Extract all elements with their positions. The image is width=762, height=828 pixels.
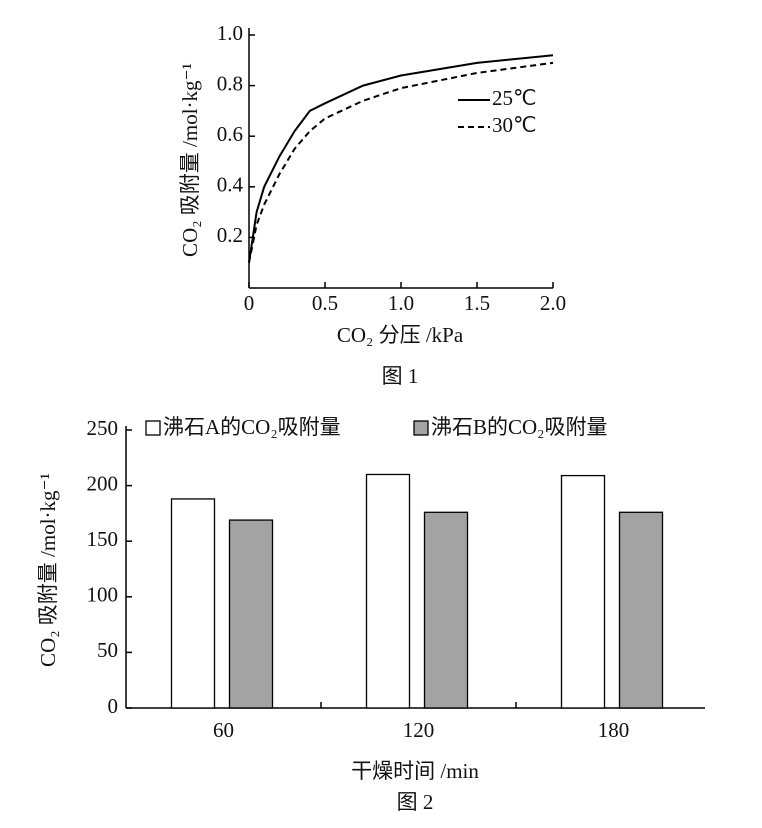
x-tick-label: 1.0 [388,291,414,315]
y-tick-label: 0.8 [217,71,243,95]
legend-label: 沸石A的CO₂吸附量 [163,415,341,439]
legend-label: 30℃ [492,113,537,137]
legend-swatch [145,420,161,436]
y-axis-title: CO₂ 吸附量 /mol·kg⁻¹ [36,473,60,667]
caption: 图 1 [382,364,419,388]
bar [365,473,411,709]
bar [423,511,469,709]
x-tick-label: 180 [598,718,630,742]
line [248,54,554,263]
bar [560,474,606,709]
bar [228,519,274,709]
y-axis-title: CO₂ 吸附量 /mol·kg⁻¹ [178,63,202,257]
y-tick-label: 250 [87,416,119,440]
bar [618,511,664,709]
line [248,61,554,263]
x-axis-title: CO₂ 分压 /kPa [337,323,464,347]
legend-swatch [413,420,429,436]
x-tick-label: 60 [213,718,234,742]
x-tick-label: 120 [403,718,435,742]
y-tick-label: 0.2 [217,223,243,247]
x-tick-label: 0.5 [312,291,338,315]
legend-label: 沸石B的CO₂吸附量 [431,415,608,439]
x-tick-label: 1.5 [464,291,490,315]
bar [170,498,216,709]
x-tick-label: 0 [244,291,255,315]
legend-label: 25℃ [492,86,537,110]
y-tick-label: 200 [87,471,119,495]
y-tick-label: 1.0 [217,21,243,45]
y-tick-label: 0.4 [217,173,244,197]
y-tick-label: 0.6 [217,122,243,146]
caption: 图 2 [397,790,434,814]
y-tick-label: 150 [87,527,119,551]
y-tick-label: 0 [108,694,119,718]
y-tick-label: 50 [97,638,118,662]
y-tick-label: 100 [87,583,119,607]
x-tick-label: 2.0 [540,291,566,315]
x-axis-title: 干燥时间 /min [351,759,479,783]
